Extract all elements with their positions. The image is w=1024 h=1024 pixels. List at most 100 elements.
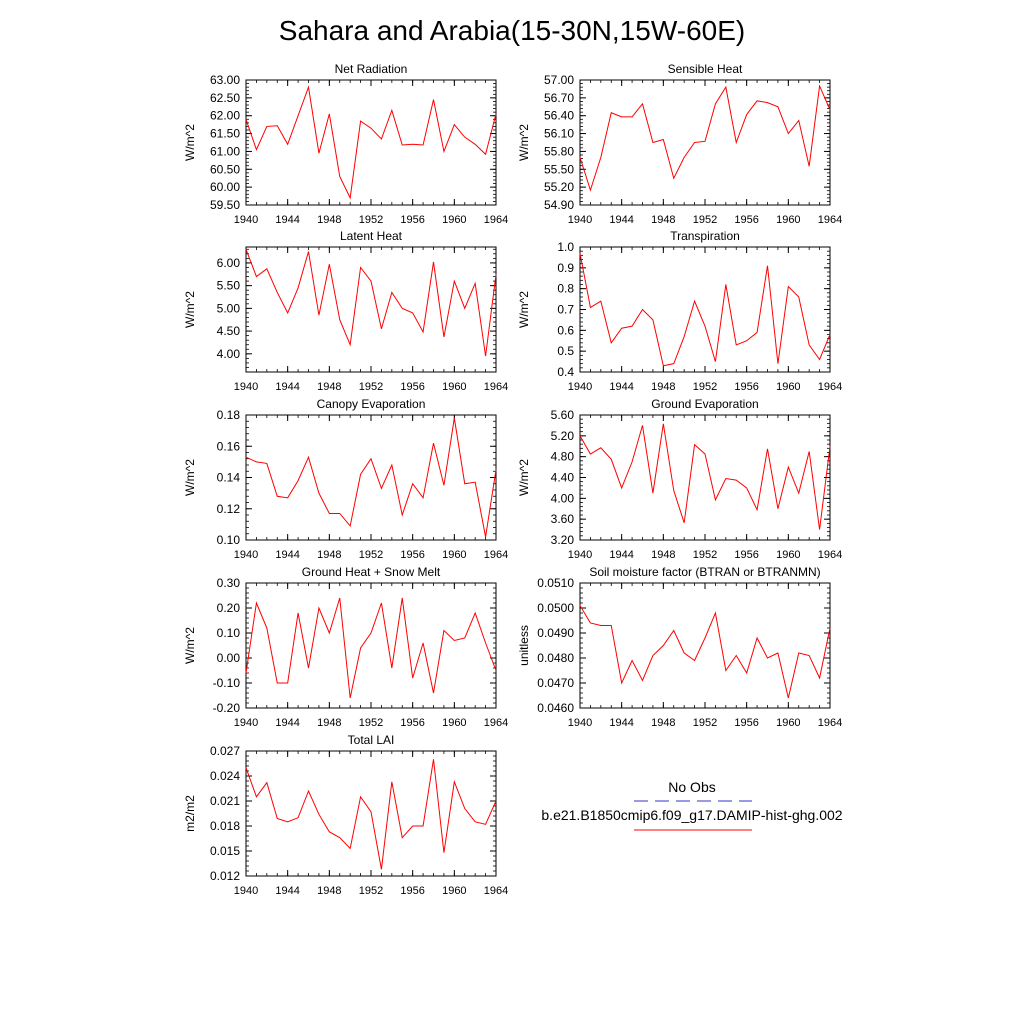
- y-tick-label: 5.60: [551, 408, 575, 422]
- x-tick-label: 1964: [818, 549, 842, 561]
- y-tick-label: 3.20: [551, 533, 575, 547]
- panel-title: Canopy Evaporation: [317, 397, 426, 411]
- y-tick-label: 3.60: [551, 512, 575, 526]
- y-tick-label: 0.015: [210, 844, 240, 858]
- x-tick-label: 1964: [818, 717, 842, 729]
- y-tick-label: 0.9: [557, 261, 574, 275]
- y-tick-label: 0.20: [217, 601, 241, 615]
- panel-transpiration: 1940 1944 1948 1952 1956 1960 1964 0.4 0.5 0.6 0.7…: [517, 229, 842, 393]
- x-tick-label: 1956: [734, 214, 758, 226]
- y-tick-label: 55.20: [544, 180, 574, 194]
- y-tick-label: 0.18: [217, 408, 241, 422]
- x-tick-label: 1956: [400, 717, 424, 729]
- x-tick-label: 1940: [568, 549, 592, 561]
- y-tick-label: -0.10: [213, 676, 241, 690]
- x-tick-label: 1944: [275, 549, 299, 561]
- y-tick-label: 0.018: [210, 819, 240, 833]
- x-tick-label: 1952: [359, 549, 383, 561]
- x-tick-label: 1952: [693, 214, 717, 226]
- y-tick-label: 0.027: [210, 744, 240, 758]
- y-tick-label: 60.50: [210, 162, 240, 176]
- x-tick-label: 1956: [400, 381, 424, 393]
- x-tick-label: 1956: [400, 214, 424, 226]
- x-tick-label: 1940: [234, 549, 258, 561]
- x-tick-label: 1956: [400, 885, 424, 897]
- series-line: [245, 249, 497, 357]
- x-tick-label: 1940: [234, 381, 258, 393]
- x-tick-label: 1960: [442, 549, 466, 561]
- x-tick-label: 1948: [651, 214, 675, 226]
- x-tick-label: 1952: [693, 381, 717, 393]
- x-tick-label: 1960: [442, 214, 466, 226]
- y-tick-label: 0.5: [557, 344, 574, 358]
- x-tick-label: 1948: [651, 717, 675, 729]
- y-tick-label: 63.00: [210, 73, 240, 87]
- y-tick-label: 0.0470: [537, 676, 574, 690]
- panel-title: Sensible Heat: [668, 62, 743, 76]
- panel-title: Transpiration: [670, 229, 740, 243]
- x-tick-label: 1956: [400, 549, 424, 561]
- y-tick-label: 1.0: [557, 240, 574, 254]
- y-tick-label: 55.80: [544, 144, 574, 158]
- x-tick-label: 1964: [484, 717, 508, 729]
- y-tick-label: 4.00: [217, 347, 241, 361]
- figure-title: Sahara and Arabia(15-30N,15W-60E): [279, 15, 745, 46]
- x-tick-label: 1940: [568, 381, 592, 393]
- y-tick-label: 5.20: [551, 429, 575, 443]
- y-tick-label: 57.00: [544, 73, 574, 87]
- plot-frame: [579, 582, 831, 709]
- panel-net-radiation: 1940 1944 1948 1952 1956 1960 1964 59.50 60.00 60…: [183, 62, 508, 226]
- panel-title: Total LAI: [348, 733, 395, 747]
- y-axis-label: W/m^2: [183, 291, 197, 328]
- y-tick-label: 0.00: [217, 651, 241, 665]
- y-tick-label: 0.012: [210, 869, 240, 883]
- y-tick-label: 4.40: [551, 471, 575, 485]
- x-tick-label: 1948: [651, 381, 675, 393]
- x-tick-label: 1944: [275, 717, 299, 729]
- series-line: [579, 423, 831, 530]
- x-tick-label: 1952: [693, 549, 717, 561]
- y-tick-label: 0.4: [557, 365, 574, 379]
- series-line: [579, 253, 831, 367]
- x-tick-label: 1964: [484, 381, 508, 393]
- x-tick-label: 1952: [359, 381, 383, 393]
- y-tick-label: 6.00: [217, 256, 241, 270]
- panel-canopy-evaporation: 1940 1944 1948 1952 1956 1960 1964 0.10 0.12 0.14…: [183, 397, 508, 561]
- series-line: [579, 84, 831, 192]
- panel-ground-heat-snow-melt: 1940 1944 1948 1952 1956 1960 1964 -0.20 -0.10 0.…: [183, 565, 508, 729]
- y-axis-label: W/m^2: [183, 627, 197, 664]
- y-tick-label: 59.50: [210, 198, 240, 212]
- y-tick-label: 56.10: [544, 127, 574, 141]
- panel-latent-heat: 1940 1944 1948 1952 1956 1960 1964 4.00 4.50 5.00…: [183, 229, 508, 393]
- y-tick-label: 0.0510: [537, 576, 574, 590]
- x-tick-label: 1964: [484, 549, 508, 561]
- series-line: [245, 418, 497, 537]
- panel-title: Ground Evaporation: [651, 397, 758, 411]
- x-tick-label: 1944: [609, 717, 633, 729]
- plot-frame: [245, 582, 497, 709]
- x-tick-label: 1944: [275, 214, 299, 226]
- y-tick-label: 0.7: [557, 303, 574, 317]
- y-tick-label: 56.40: [544, 109, 574, 123]
- x-tick-label: 1960: [442, 717, 466, 729]
- y-tick-label: 5.00: [217, 301, 241, 315]
- series-line: [245, 85, 497, 200]
- y-tick-label: 62.00: [210, 109, 240, 123]
- y-tick-label: 60.00: [210, 180, 240, 194]
- y-axis-label: W/m^2: [517, 459, 531, 496]
- y-tick-label: 0.0490: [537, 626, 574, 640]
- x-tick-label: 1948: [317, 549, 341, 561]
- y-axis-label: unitless: [517, 625, 531, 666]
- y-tick-label: 0.12: [217, 502, 241, 516]
- x-tick-label: 1964: [818, 381, 842, 393]
- x-tick-label: 1940: [234, 717, 258, 729]
- y-tick-label: 55.50: [544, 162, 574, 176]
- x-tick-label: 1960: [776, 381, 800, 393]
- x-tick-label: 1948: [651, 549, 675, 561]
- x-tick-label: 1948: [317, 717, 341, 729]
- panel-title: Net Radiation: [335, 62, 408, 76]
- series-line: [245, 759, 497, 870]
- plot-frame: [579, 246, 831, 373]
- x-tick-label: 1956: [734, 717, 758, 729]
